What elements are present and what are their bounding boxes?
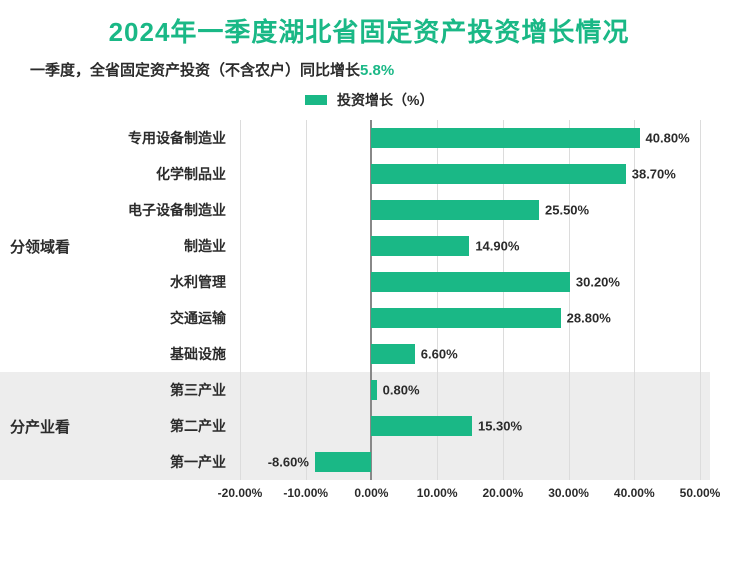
chart-row: 电子设备制造业25.50% bbox=[240, 192, 700, 228]
chart-row: 水利管理30.20% bbox=[240, 264, 700, 300]
category-label: 水利管理 bbox=[170, 272, 226, 292]
gridline bbox=[700, 120, 701, 480]
bar bbox=[371, 416, 472, 436]
bar bbox=[371, 200, 539, 220]
bar bbox=[371, 164, 625, 184]
value-label: 0.80% bbox=[383, 383, 420, 398]
group-label: 分领域看 bbox=[10, 236, 70, 257]
chart-row: 专用设备制造业40.80% bbox=[240, 120, 700, 156]
chart-row: 基础设施6.60% bbox=[240, 336, 700, 372]
chart-subtitle: 一季度，全省固定资产投资（不含农户）同比增长5.8% bbox=[0, 53, 738, 86]
chart-row: 交通运输28.80% bbox=[240, 300, 700, 336]
x-tick: 40.00% bbox=[614, 486, 655, 500]
value-label: 28.80% bbox=[567, 311, 611, 326]
group-label: 分产业看 bbox=[10, 416, 70, 437]
bar bbox=[315, 452, 372, 472]
category-label: 化学制品业 bbox=[156, 164, 226, 184]
legend-label: 投资增长（%） bbox=[337, 90, 433, 110]
x-tick: -10.00% bbox=[283, 486, 328, 500]
category-label: 交通运输 bbox=[170, 308, 226, 328]
bar bbox=[371, 236, 469, 256]
value-label: 6.60% bbox=[421, 347, 458, 362]
bar bbox=[371, 308, 560, 328]
chart-row: 第三产业0.80% bbox=[240, 372, 700, 408]
chart-row: 制造业14.90% bbox=[240, 228, 700, 264]
bar bbox=[371, 344, 414, 364]
chart-row: 化学制品业38.70% bbox=[240, 156, 700, 192]
value-label: 38.70% bbox=[632, 167, 676, 182]
value-label: 14.90% bbox=[475, 239, 519, 254]
bar bbox=[371, 272, 569, 292]
category-label: 第二产业 bbox=[170, 416, 226, 436]
category-label: 基础设施 bbox=[170, 344, 226, 364]
category-label: 第一产业 bbox=[170, 452, 226, 472]
x-tick: -20.00% bbox=[218, 486, 263, 500]
subtitle-prefix: 一季度，全省固定资产投资（不含农户）同比增长 bbox=[30, 62, 360, 79]
x-tick: 10.00% bbox=[417, 486, 458, 500]
chart-row: 第二产业15.30% bbox=[240, 408, 700, 444]
chart-area: 专用设备制造业40.80%化学制品业38.70%电子设备制造业25.50%制造业… bbox=[130, 120, 710, 540]
value-label: 40.80% bbox=[646, 131, 690, 146]
bar bbox=[371, 128, 639, 148]
x-tick: 50.00% bbox=[680, 486, 721, 500]
value-label: -8.60% bbox=[268, 455, 309, 470]
legend-swatch bbox=[305, 95, 327, 105]
category-label: 专用设备制造业 bbox=[128, 128, 226, 148]
chart-row: 第一产业-8.60% bbox=[240, 444, 700, 480]
value-label: 25.50% bbox=[545, 203, 589, 218]
subtitle-highlight: 5.8% bbox=[360, 62, 394, 79]
legend: 投资增长（%） bbox=[0, 86, 738, 120]
value-label: 15.30% bbox=[478, 419, 522, 434]
x-tick: 30.00% bbox=[548, 486, 589, 500]
x-tick: 20.00% bbox=[482, 486, 523, 500]
bar bbox=[371, 380, 376, 400]
category-label: 制造业 bbox=[184, 236, 226, 256]
category-label: 电子设备制造业 bbox=[128, 200, 226, 220]
plot: 专用设备制造业40.80%化学制品业38.70%电子设备制造业25.50%制造业… bbox=[240, 120, 700, 510]
value-label: 30.20% bbox=[576, 275, 620, 290]
x-tick: 0.00% bbox=[354, 486, 388, 500]
chart-title: 2024年一季度湖北省固定资产投资增长情况 bbox=[0, 0, 738, 53]
category-label: 第三产业 bbox=[170, 380, 226, 400]
x-axis: -20.00%-10.00%0.00%10.00%20.00%30.00%40.… bbox=[240, 480, 700, 510]
